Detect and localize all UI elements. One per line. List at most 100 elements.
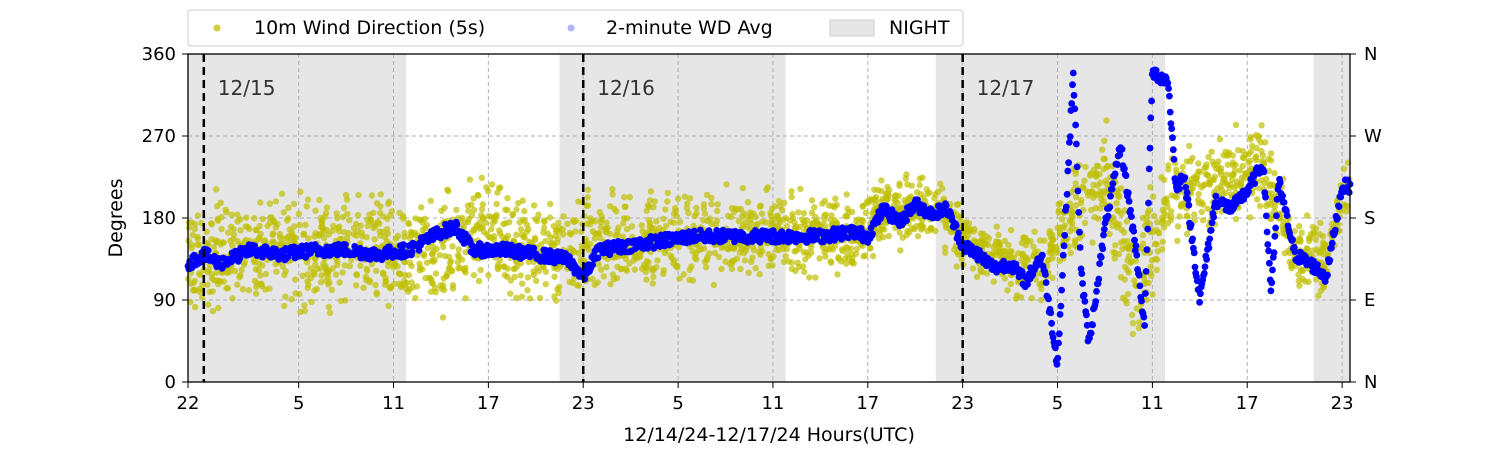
x-tick-label: 17 (477, 393, 500, 414)
wind-direction-point (304, 196, 312, 203)
wind-direction-point (771, 203, 778, 210)
wind-direction-point (924, 227, 931, 235)
wind-direction-point (914, 233, 922, 240)
wind-direction-point (1161, 199, 1168, 206)
wind-direction-point (1115, 193, 1122, 201)
wind-direction-point (1124, 238, 1131, 245)
x-tick-label: 23 (572, 393, 595, 414)
wind-direction-point (664, 189, 671, 197)
wind-direction-point (445, 253, 453, 261)
wind-direction-point (1071, 237, 1079, 244)
wind-direction-point (288, 296, 295, 303)
wind-direction-point (1031, 228, 1038, 235)
wind-direction-point (584, 194, 591, 201)
wd-avg-point (1089, 321, 1096, 329)
wind-direction-point (261, 237, 268, 244)
wd-avg-point (1080, 291, 1088, 299)
wind-direction-point (954, 248, 961, 256)
wind-direction-point (1139, 240, 1147, 247)
legend-marker-wd-avg (567, 24, 575, 32)
wind-direction-point (821, 248, 828, 256)
wind-direction-point (380, 213, 387, 220)
wd-avg-series (184, 66, 1354, 368)
wind-direction-point (878, 177, 885, 184)
wind-direction-point (238, 266, 245, 274)
wind-direction-point (607, 281, 614, 288)
wind-direction-point (1245, 159, 1252, 166)
wd-avg-point (1075, 209, 1083, 216)
wind-direction-point (1066, 228, 1074, 235)
wd-avg-point (1073, 163, 1081, 171)
wd-avg-point (1245, 188, 1252, 196)
wind-direction-point (1104, 162, 1111, 170)
wd-avg-point (1049, 333, 1057, 341)
wind-direction-point (958, 256, 965, 263)
wind-direction-point (1125, 244, 1133, 252)
wind-direction-point (1160, 224, 1168, 231)
wind-direction-point (584, 243, 591, 251)
wind-direction-point (1256, 202, 1264, 210)
wind-direction-point (670, 210, 678, 217)
wind-direction-point (1208, 148, 1215, 155)
wind-direction-point (970, 237, 978, 244)
wind-direction-point (570, 248, 578, 255)
wind-direction-point (337, 297, 345, 305)
wind-direction-point (392, 235, 400, 242)
wind-direction-point (759, 218, 766, 225)
wind-direction-point (237, 272, 244, 279)
wind-direction-point (343, 196, 351, 203)
wind-direction-point (1153, 256, 1161, 263)
wind-direction-point (479, 201, 486, 208)
wind-direction-point (1114, 224, 1121, 231)
wind-direction-point (542, 237, 549, 245)
wind-direction-point (268, 214, 275, 221)
wd-avg-point (1197, 290, 1204, 298)
wind-direction-point (252, 226, 259, 234)
wind-direction-point (1147, 184, 1154, 191)
wind-direction-point (1179, 163, 1186, 171)
wind-direction-point (303, 203, 310, 210)
wind-direction-point (547, 200, 554, 208)
wd-avg-point (1118, 145, 1126, 153)
wind-direction-point (542, 281, 549, 288)
wind-direction-point (423, 259, 431, 266)
wind-direction-point (862, 209, 870, 216)
wind-direction-point (397, 283, 405, 290)
wind-direction-point (373, 291, 380, 298)
wind-direction-point (302, 221, 309, 228)
wind-direction-point (839, 247, 846, 255)
wind-direction-point (908, 182, 915, 189)
wind-direction-point (1189, 185, 1197, 192)
wind-direction-point (445, 187, 452, 195)
wind-direction-point (1224, 161, 1232, 168)
wind-direction-point (285, 233, 292, 240)
wind-direction-point (1235, 147, 1242, 154)
wind-direction-point (819, 244, 827, 251)
day-label: 12/17 (977, 76, 1035, 100)
wind-direction-point (710, 281, 718, 289)
wind-direction-point (775, 198, 783, 205)
wd-avg-point (1190, 249, 1198, 257)
wind-direction-point (204, 269, 211, 276)
wind-direction-point (893, 204, 901, 212)
wind-direction-point (1053, 249, 1061, 257)
wd-avg-point (1143, 246, 1151, 254)
wind-direction-point (619, 233, 626, 240)
wind-direction-point (723, 181, 730, 188)
wind-direction-point (718, 265, 725, 273)
wind-direction-point (1121, 207, 1128, 214)
wind-direction-point (1158, 174, 1165, 181)
wind-direction-point (808, 244, 815, 251)
wind-direction-point (542, 268, 549, 275)
wind-direction-point (397, 271, 404, 278)
wind-direction-point (739, 222, 747, 230)
wind-direction-point (455, 246, 462, 253)
wind-direction-point (278, 190, 286, 197)
wind-direction-point (462, 295, 469, 302)
wind-direction-point (329, 227, 336, 234)
wind-direction-point (1299, 266, 1306, 274)
wind-direction-point (466, 176, 474, 183)
wind-direction-point (1121, 263, 1129, 271)
wd-avg-point (1062, 203, 1070, 211)
wind-direction-point (875, 235, 883, 242)
